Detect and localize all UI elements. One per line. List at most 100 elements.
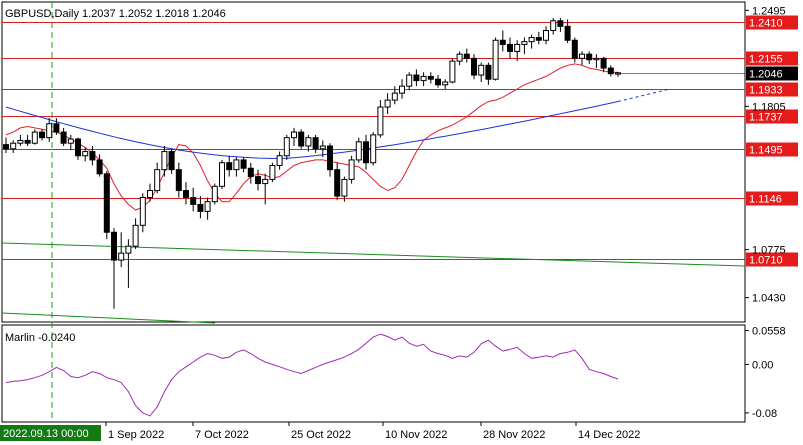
candle-7 [53, 118, 60, 135]
candle-body-22 [161, 151, 168, 171]
candle-64 [463, 48, 470, 63]
candle-76 [550, 18, 557, 35]
level-tag-4 [746, 142, 798, 157]
candle-body-19 [139, 196, 146, 226]
candle-body-79 [571, 39, 578, 59]
candle-body-82 [593, 57, 600, 61]
candle-body-15 [111, 231, 117, 261]
chart-header: GBPUSD,Daily 1.2037 1.2052 1.2018 1.2046 [5, 8, 226, 20]
candle-32 [233, 157, 240, 177]
candle-body-23 [168, 151, 175, 171]
moving-averages [5, 63, 669, 211]
candle-body-35 [255, 176, 261, 185]
candle-body-24 [175, 169, 182, 192]
level-tag-0 [746, 15, 798, 30]
candle-13 [96, 154, 103, 177]
candle-0 [3, 137, 9, 153]
candle-body-67 [485, 64, 492, 80]
candle-34 [247, 162, 254, 184]
candle-body-84 [607, 67, 614, 75]
level-tag-label-1: 1.2155 [749, 54, 783, 66]
candle-12 [89, 146, 96, 166]
candle-body-27 [197, 203, 204, 212]
date-tick-label-0: 1 Sep 2022 [108, 429, 164, 441]
candle-body-12 [89, 151, 96, 161]
candle-25 [183, 182, 189, 205]
candle-body-1 [10, 142, 17, 150]
candle-45 [327, 143, 333, 177]
candle-21 [154, 162, 161, 194]
candle-36 [262, 173, 269, 205]
candle-body-9 [67, 138, 74, 144]
candlesticks [3, 18, 621, 309]
candle-42 [305, 134, 312, 152]
candle-66 [478, 62, 485, 82]
candle-33 [240, 157, 247, 173]
candle-78 [564, 19, 571, 44]
candle-body-45 [327, 145, 333, 171]
candle-body-18 [132, 224, 139, 247]
candle-body-53 [384, 99, 391, 108]
candle-body-85 [615, 72, 621, 75]
candle-body-34 [247, 167, 254, 178]
marlin-plot-area [1, 324, 746, 423]
candle-51 [370, 132, 377, 166]
candle-31 [226, 155, 233, 177]
price-tick-label-0: 1.2495 [752, 5, 786, 17]
candle-83 [600, 56, 607, 73]
candle-48 [348, 155, 355, 184]
candle-body-54 [391, 92, 398, 101]
candle-body-77 [557, 20, 564, 27]
level-tag-5 [746, 191, 798, 206]
candle-57 [413, 69, 420, 87]
candle-body-41 [298, 131, 305, 147]
candle-65 [471, 54, 477, 80]
candle-body-60 [435, 78, 441, 86]
date-tick-label-1: 7 Oct 2022 [195, 429, 249, 441]
marlin-tick-label-1: 0.00 [752, 359, 773, 371]
date-tick-label-4: 28 Nov 2022 [483, 429, 545, 441]
candle-body-68 [492, 39, 499, 80]
candle-80 [579, 51, 585, 66]
candle-body-76 [550, 20, 557, 32]
level-tag-label-6: 1.0710 [749, 255, 783, 267]
date-tick-label-5: 14 Dec 2022 [578, 429, 640, 441]
candle-40 [291, 127, 297, 146]
candle-1 [10, 140, 17, 153]
level-tag-label-5: 1.1146 [749, 194, 782, 206]
candle-body-39 [283, 137, 290, 157]
candle-52 [377, 100, 384, 138]
candle-18 [132, 218, 139, 249]
candle-73 [528, 34, 535, 49]
current-price-tag [746, 66, 798, 81]
candle-58 [420, 72, 427, 87]
candle-body-65 [471, 57, 477, 76]
ma-blue-line [5, 101, 619, 159]
level-tag-1 [746, 51, 798, 66]
candle-71 [514, 40, 521, 62]
candle-55 [399, 79, 405, 99]
candle-body-48 [348, 159, 355, 180]
candle-67 [485, 62, 492, 85]
trend-line-lower [1, 312, 216, 324]
candle-body-40 [291, 131, 297, 139]
candle-27 [197, 196, 204, 219]
candle-29 [211, 183, 218, 205]
candle-body-16 [118, 252, 125, 261]
candle-body-73 [528, 36, 535, 43]
candle-26 [190, 187, 197, 212]
candle-81 [586, 51, 593, 64]
candle-35 [255, 169, 261, 191]
candle-body-8 [60, 131, 67, 144]
date-tick-label-3: 10 Nov 2022 [385, 429, 447, 441]
candle-46 [334, 162, 341, 201]
candle-body-42 [305, 137, 312, 147]
candle-body-63 [456, 53, 463, 62]
candle-84 [607, 65, 614, 77]
candle-body-17 [125, 245, 132, 254]
candle-38 [276, 151, 283, 170]
candle-22 [161, 146, 168, 177]
candle-body-4 [31, 131, 38, 144]
